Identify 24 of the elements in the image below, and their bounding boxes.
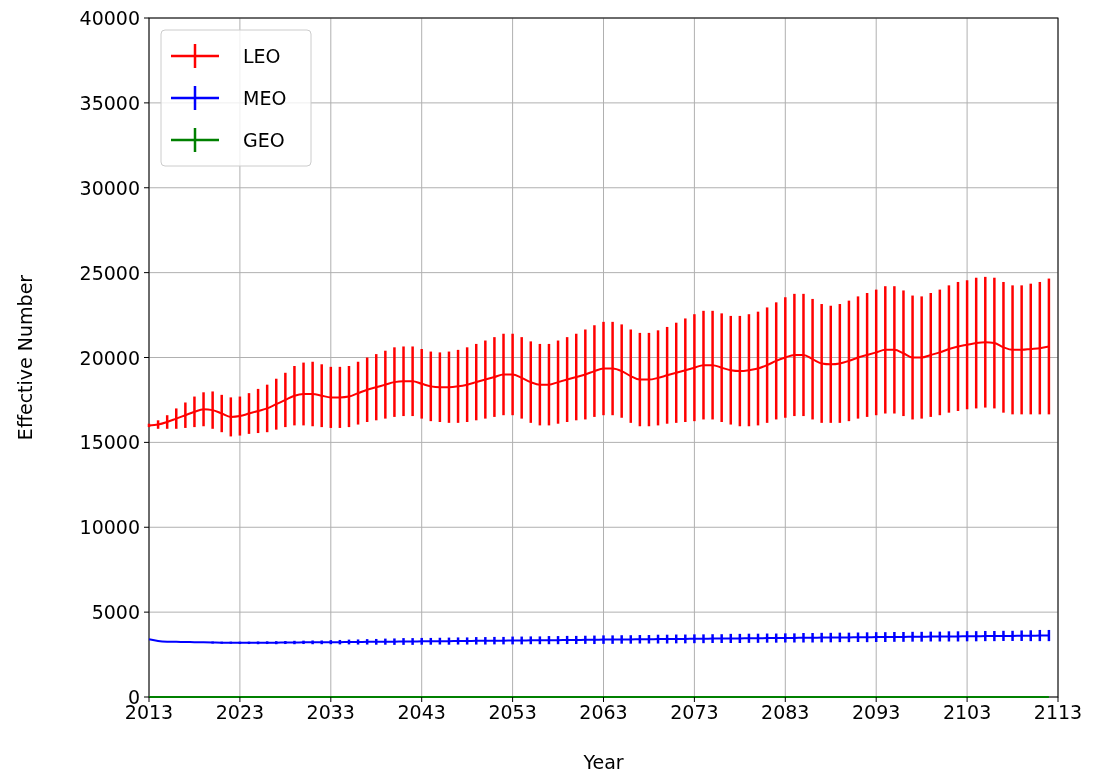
x-tick-label: 2103 [942,701,992,723]
y-tick-label: 40000 [79,7,140,29]
y-tick-label: 30000 [79,176,140,199]
legend-label: LEO [243,45,281,67]
x-axis-title: Year [582,751,624,773]
y-tick-label: 10000 [79,516,140,539]
x-tick-label: 2073 [670,701,719,723]
legend-label: GEO [243,129,285,151]
legend-label: MEO [243,87,287,109]
y-tick-label: 5000 [91,601,140,624]
x-tick-label: 2113 [1033,701,1083,723]
y-axis-title: Effective Number [14,274,36,441]
x-tick-label: 2053 [488,701,537,723]
x-tick-label: 2023 [215,701,265,723]
x-tick-label: 2083 [761,701,810,723]
line-series [148,634,1050,644]
y-tick-label: 25000 [79,261,140,284]
y-tick-label: 20000 [79,346,140,369]
y-tick-label: 35000 [79,91,140,114]
x-tick-label: 2063 [579,701,628,723]
y-tick-label: 15000 [79,431,140,454]
x-tick-label: 2033 [306,701,355,723]
x-tick-label: 2093 [852,701,901,723]
x-tick-label: 2043 [397,701,446,723]
